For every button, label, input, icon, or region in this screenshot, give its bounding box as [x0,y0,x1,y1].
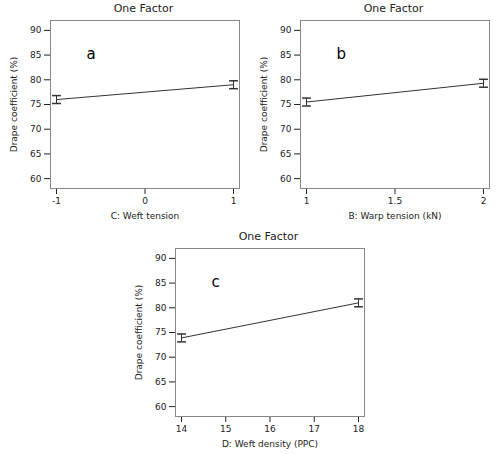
html-text:One Factor: One Factor [113,2,174,15]
svg-text:90: 90 [30,25,42,35]
svg-text:Drape coefficient (%): Drape coefficient (%) [134,285,144,381]
svg-text:60: 60 [30,173,42,183]
svg-text:85: 85 [280,50,291,60]
html-text:One Factor: One Factor [238,230,299,243]
svg-text:2: 2 [481,196,487,206]
svg-text:1: 1 [304,196,310,206]
svg-text:75: 75 [280,99,291,109]
svg-text:85: 85 [155,278,166,288]
svg-text:0: 0 [142,196,148,206]
svg-text:80: 80 [30,75,42,85]
svg-text:65: 65 [280,149,291,159]
svg-text:Drape coefficient (%): Drape coefficient (%) [259,57,269,153]
svg-text:a: a [87,45,96,63]
svg-text:Drape coefficient (%): Drape coefficient (%) [9,57,19,153]
svg-text:B: Warp tension (kN): B: Warp tension (kN) [348,211,441,221]
svg-text:80: 80 [155,303,167,313]
svg-text:c: c [212,273,220,291]
svg-text:b: b [337,45,347,63]
svg-text:18: 18 [353,424,365,434]
svg-text:65: 65 [155,377,166,387]
svg-text:C: Weft tension: C: Weft tension [111,211,180,221]
svg-text:75: 75 [30,99,41,109]
svg-text:60: 60 [280,173,292,183]
svg-text:60: 60 [155,401,167,411]
svg-text:75: 75 [155,327,166,337]
svg-text:D: Weft density (PPC): D: Weft density (PPC) [222,439,318,449]
svg-text:70: 70 [280,124,292,134]
svg-text:1: 1 [231,196,237,206]
svg-text:70: 70 [155,352,167,362]
svg-text:80: 80 [280,75,292,85]
svg-text:65: 65 [30,149,41,159]
svg-text:1.5: 1.5 [388,196,402,206]
html-text:One Factor: One Factor [363,2,424,15]
svg-text:17: 17 [309,424,320,434]
svg-text:85: 85 [30,50,41,60]
svg-text:15: 15 [220,424,231,434]
svg-text:16: 16 [264,424,276,434]
svg-text:90: 90 [155,253,167,263]
svg-text:70: 70 [30,124,42,134]
svg-text:14: 14 [176,424,188,434]
svg-text:90: 90 [280,25,292,35]
svg-text:-1: -1 [52,196,61,206]
